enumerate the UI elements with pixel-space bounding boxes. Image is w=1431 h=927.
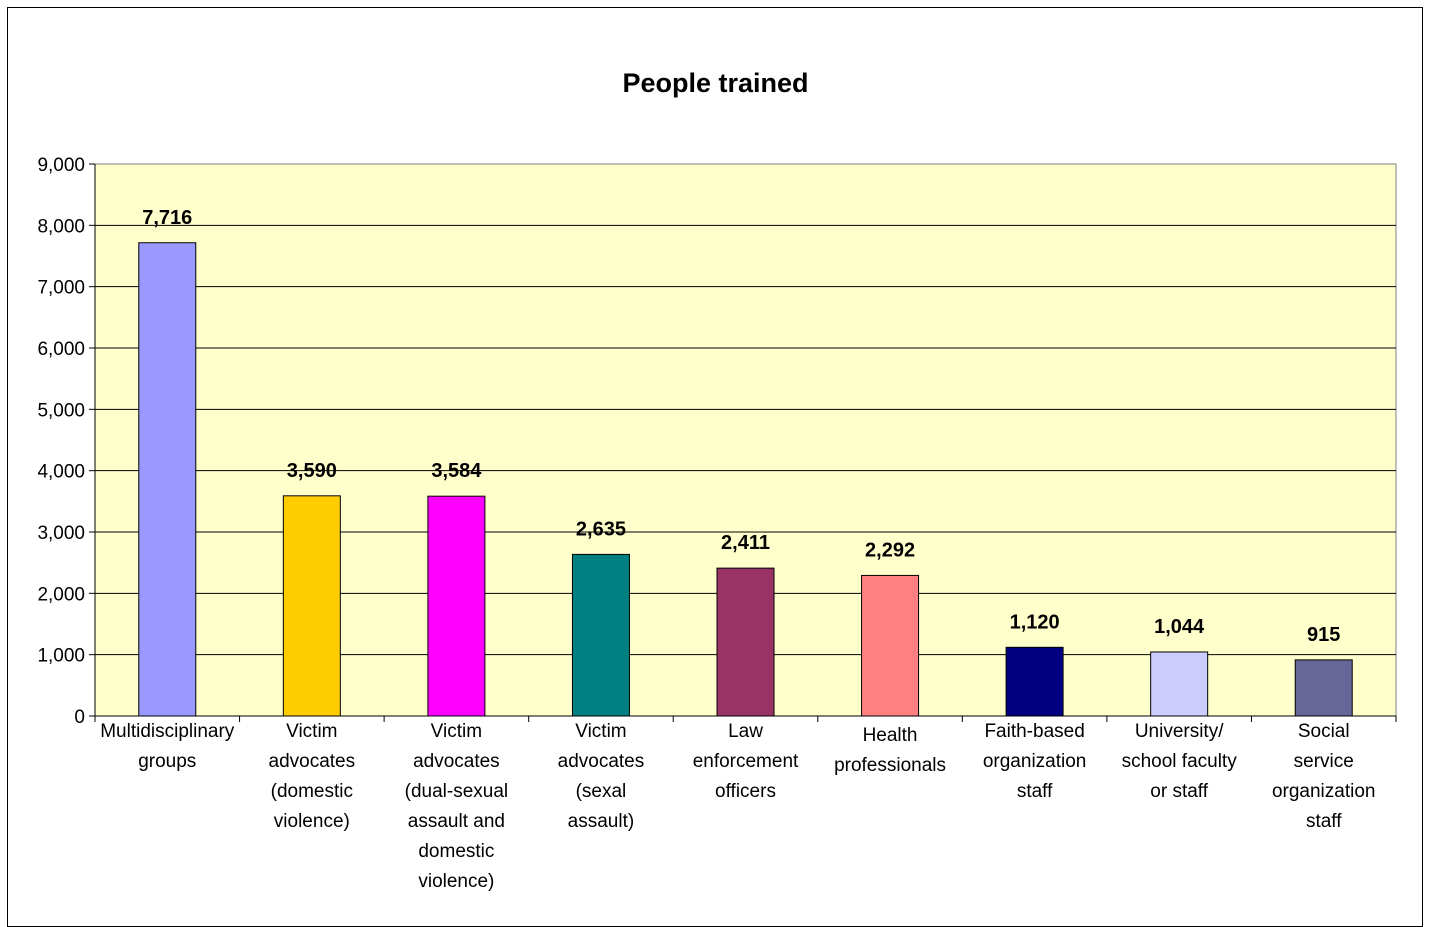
y-tick-label: 3,000 xyxy=(37,523,85,544)
y-tick-label: 2,000 xyxy=(37,584,85,605)
x-tick-label: Victim advocates (domestic violence) xyxy=(268,721,356,832)
y-tick-label: 7,000 xyxy=(37,278,85,299)
data-label: 3,590 xyxy=(287,460,337,482)
bar xyxy=(138,242,197,717)
y-tick-label: 8,000 xyxy=(37,216,85,237)
data-label: 915 xyxy=(1307,624,1340,646)
x-tick-label: Social service organization staff xyxy=(1271,721,1376,832)
bar xyxy=(861,574,920,717)
y-tick-label: 4,000 xyxy=(37,462,85,483)
bar xyxy=(1150,651,1209,717)
x-tick-label: Health professionals xyxy=(834,725,947,776)
y-tick-label: 6,000 xyxy=(37,339,85,360)
bar xyxy=(716,567,775,717)
data-label: 1,120 xyxy=(1010,611,1060,633)
data-label: 2,635 xyxy=(576,518,626,540)
x-tick-label: University/school faculty or staff xyxy=(1121,721,1237,802)
x-tick-label: Multidisciplinary groups xyxy=(100,721,235,772)
data-label: 7,716 xyxy=(142,207,192,229)
x-tick-label: Victim advocates (dual-sexual assault and do… xyxy=(404,721,509,892)
x-tick-label: Law enforcement officers xyxy=(692,721,799,802)
chart-title: People trained xyxy=(622,68,809,98)
bar xyxy=(1005,646,1064,717)
bar xyxy=(571,553,630,717)
data-label: 2,292 xyxy=(865,539,915,561)
y-tick-label: 0 xyxy=(74,707,85,728)
bar xyxy=(427,495,486,717)
y-tick-label: 9,000 xyxy=(37,155,85,176)
data-label: 1,044 xyxy=(1154,616,1205,638)
data-label: 3,584 xyxy=(431,460,482,482)
bar xyxy=(282,495,341,717)
y-tick-label: 1,000 xyxy=(37,646,85,667)
data-label: 2,411 xyxy=(721,532,770,554)
x-tick-label: Faith-based organization staff xyxy=(982,721,1087,802)
x-tick-label: Victim advocates (sexal assault) xyxy=(557,721,645,832)
y-tick-label: 5,000 xyxy=(37,400,85,421)
bar xyxy=(1294,659,1353,717)
